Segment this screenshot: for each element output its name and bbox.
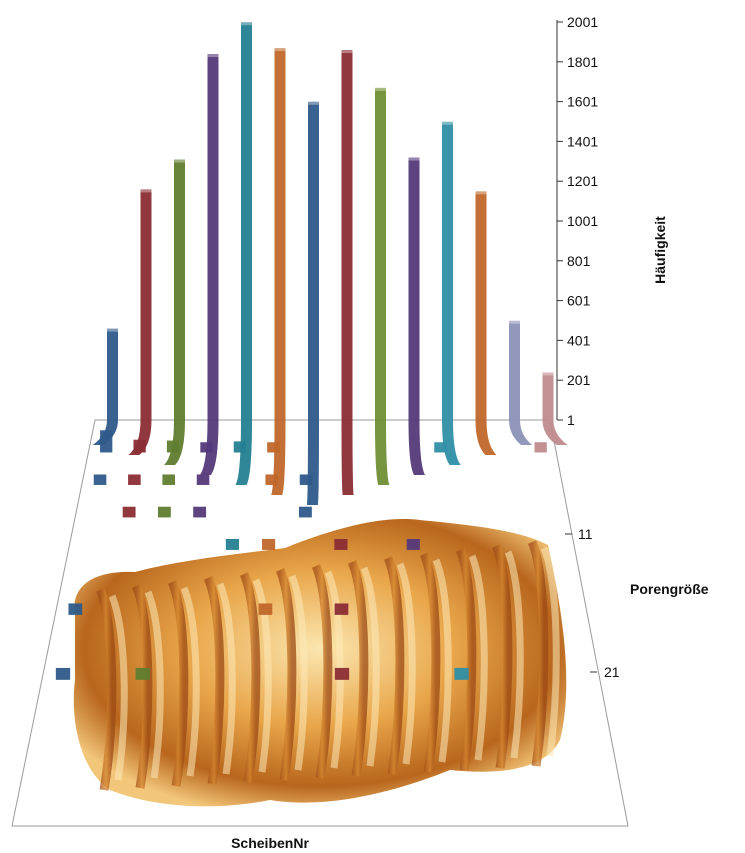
z-axis-tick-label: 1201 xyxy=(567,173,598,189)
x-axis-title: ScheibenNr xyxy=(231,835,309,851)
bar-top-face xyxy=(442,121,453,125)
bar-floor-row xyxy=(200,442,213,453)
bar-top-face xyxy=(542,372,554,376)
z-axis-tick-label: 801 xyxy=(567,253,591,269)
bar-top-face xyxy=(274,48,286,52)
bar-floor-row xyxy=(93,474,107,485)
bar-floor-row xyxy=(434,442,447,453)
bar-floor-row xyxy=(162,474,175,485)
bar-back-row-2 xyxy=(128,189,152,455)
bread-slice-crumb xyxy=(180,586,200,777)
bread-slice-crust xyxy=(455,548,477,771)
z-axis-tick-label: 201 xyxy=(567,372,591,388)
bread-slice-crust xyxy=(203,576,225,785)
bar-back-row-14 xyxy=(542,372,568,445)
bar-top-face xyxy=(107,328,118,332)
bread-slice-crumb xyxy=(288,574,308,771)
bar-top-face xyxy=(241,22,252,26)
bar-back-row-7 xyxy=(306,101,319,505)
bar-floor-row xyxy=(406,538,420,550)
z-axis-tick-label: 1401 xyxy=(567,133,598,149)
bread-slice-crumb xyxy=(216,582,236,775)
bar-floor-row xyxy=(534,442,547,453)
z-axis-tick-label: 1801 xyxy=(567,54,598,70)
bar-floor-row xyxy=(267,442,280,453)
bar-floor-row xyxy=(128,474,141,485)
bar-back-row-11 xyxy=(442,121,461,465)
back-row-bars xyxy=(92,22,568,505)
y-axis-title: Porengröße xyxy=(630,581,709,597)
bar-top-face xyxy=(308,101,319,105)
bread-slice-crumb xyxy=(396,562,416,765)
bar-floor-row xyxy=(299,474,313,485)
bread-slice-crust xyxy=(347,560,369,777)
bar-floor-row xyxy=(135,667,150,680)
bread-slice-crumb xyxy=(504,550,524,759)
y-axis-tick-21: 21 xyxy=(604,664,620,680)
bread-slice-crust xyxy=(95,588,117,791)
bar-back-row-1 xyxy=(92,328,118,445)
bar-floor-row xyxy=(454,667,469,680)
z-axis-tick-label: 601 xyxy=(567,293,591,309)
bar-floor-row xyxy=(193,506,207,518)
bar-top-face xyxy=(140,189,152,193)
bar-back-row-9 xyxy=(375,87,390,485)
bar-floor-row xyxy=(233,441,247,453)
bread-slices-photo xyxy=(73,519,567,807)
bread-slice-crust xyxy=(491,544,513,769)
z-axis-tick-label: 1 xyxy=(567,412,575,428)
bar-top-face xyxy=(341,50,353,54)
bar-top-face xyxy=(408,157,420,161)
bread-slice-crumb xyxy=(144,590,164,779)
bread-slice-crumb xyxy=(252,578,272,773)
bar-floor-row xyxy=(334,538,348,550)
bread-slice-crust xyxy=(275,568,297,781)
bread-slice-crumb xyxy=(468,554,488,761)
bar-floor-row xyxy=(68,603,83,615)
z-axis-tick-label: 2001 xyxy=(567,14,598,30)
bar-floor-row xyxy=(334,603,349,615)
bar-back-row-3 xyxy=(164,159,185,465)
bar-top-face xyxy=(475,191,487,195)
bar-top-face xyxy=(207,54,219,58)
bar-floor-row xyxy=(265,474,279,485)
bread-slice-crumb xyxy=(324,570,344,769)
z-axis-tick-label: 1601 xyxy=(567,94,598,110)
bread-slice-crust xyxy=(527,540,549,767)
bread-slice-crumb xyxy=(432,558,452,763)
bar-floor-row xyxy=(258,603,273,615)
bar-back-row-8 xyxy=(341,50,354,496)
bar-top-face xyxy=(509,320,520,324)
z-axis-tick-label: 1001 xyxy=(567,213,598,229)
bar-back-row-5 xyxy=(235,22,252,485)
bar-top-face xyxy=(174,159,185,163)
bread-slice-crumb xyxy=(360,566,380,767)
bar-floor-row xyxy=(55,667,71,680)
bar-floor-row xyxy=(122,506,136,518)
bar-floor-row xyxy=(196,474,210,485)
bread-slice-crust xyxy=(167,580,189,787)
bar-floor-row xyxy=(298,506,312,518)
bar-floor-row xyxy=(157,506,171,518)
bread-slice-crust xyxy=(383,556,405,775)
bar-back-row-12 xyxy=(475,191,497,455)
bar-back-row-13 xyxy=(509,320,533,445)
bar-top-face xyxy=(375,87,386,91)
bar-back-row-10 xyxy=(408,157,425,476)
y-axis-tick-11: 11 xyxy=(578,526,593,542)
z-axis-tick-label: 401 xyxy=(567,332,591,348)
bar-floor-row xyxy=(262,538,276,550)
z-axis-title: Häufigkeit xyxy=(652,216,668,284)
bread-slice-crust xyxy=(239,572,261,783)
bread-slice-crust xyxy=(311,564,333,779)
bread-slice-crust xyxy=(419,552,441,773)
bar-back-row-4 xyxy=(199,54,219,475)
bar-floor-row xyxy=(225,538,239,550)
bar-floor-row xyxy=(334,667,350,680)
bread-slice-crumb xyxy=(108,594,128,781)
bar-back-row-6 xyxy=(271,48,286,495)
bread-slice-crumb xyxy=(540,546,560,757)
